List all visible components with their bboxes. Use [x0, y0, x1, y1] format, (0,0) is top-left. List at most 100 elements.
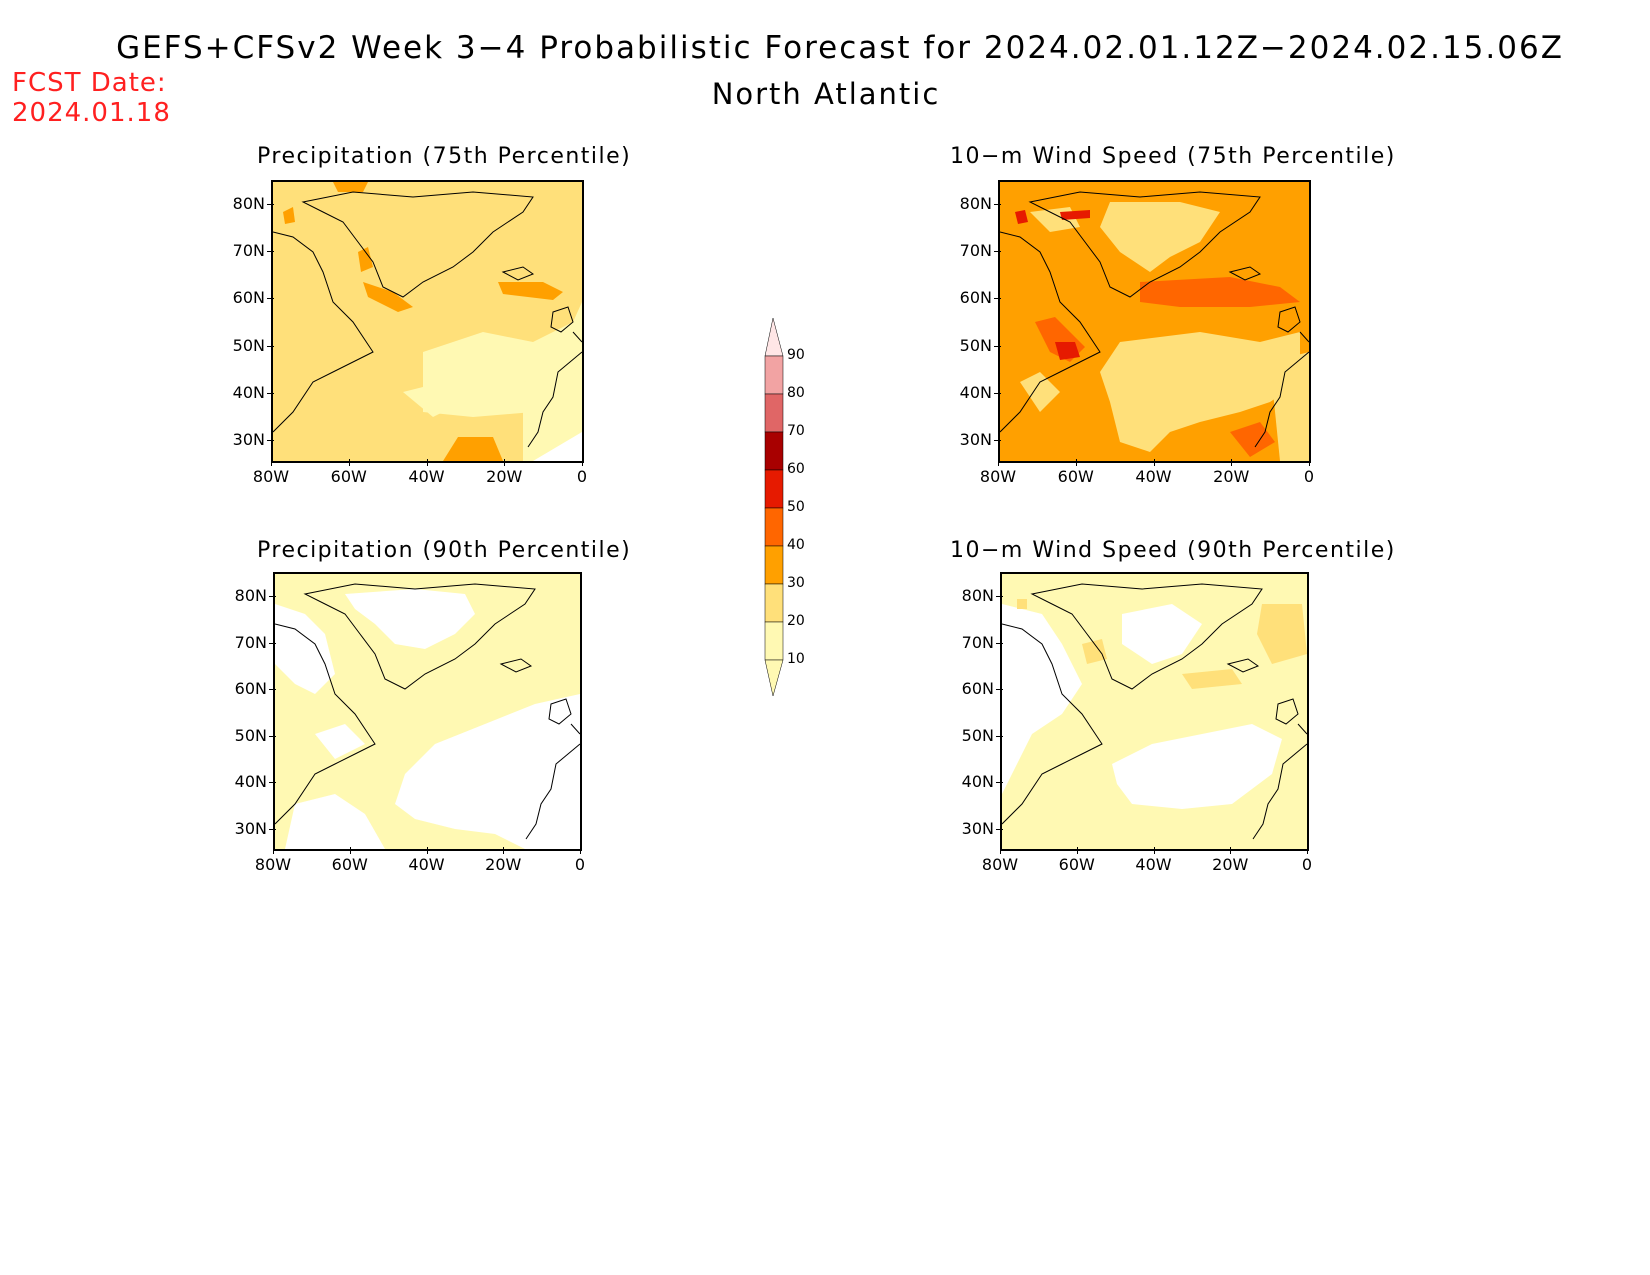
lon-tick-precip-75	[582, 459, 583, 466]
fcst-date-label: FCST Date:	[12, 68, 167, 98]
lat-tick-precip-90	[269, 642, 276, 644]
lat-tick-wind-90	[996, 735, 1003, 737]
colorbar-label: 40	[787, 537, 805, 553]
lon-tick-precip-75	[271, 459, 272, 466]
map-wind-75-svg	[1000, 182, 1309, 461]
colorbar-swatch	[764, 583, 784, 623]
lat-label-wind-90: 80N	[961, 586, 994, 605]
lat-label-precip-90: 70N	[234, 632, 267, 652]
colorbar-label: 80	[787, 385, 805, 401]
lon-label-precip-75: 40W	[408, 467, 445, 486]
lat-label-wind-90: 40N	[961, 772, 994, 791]
lon-tick-precip-75	[426, 459, 428, 466]
colorbar-swatch	[764, 545, 784, 585]
lat-label-precip-90: 50N	[234, 725, 267, 745]
lat-label-wind-75: 70N	[959, 241, 992, 261]
lat-tick-precip-90	[269, 782, 276, 783]
lon-tick-wind-90	[1307, 847, 1308, 854]
lon-tick-wind-75	[1153, 459, 1155, 466]
colorbar-label: 70	[787, 423, 805, 439]
panel-title-precip-75: Precipitation (75th Percentile)	[257, 144, 632, 169]
lat-tick-precip-75	[267, 439, 274, 441]
lon-label-wind-75: 40W	[1135, 467, 1172, 486]
lon-tick-wind-75	[1231, 459, 1233, 466]
lat-tick-wind-90	[996, 596, 1003, 597]
lon-label-wind-90: 60W	[1058, 855, 1095, 874]
lon-tick-wind-90	[1230, 847, 1232, 854]
lat-label-wind-75: 50N	[959, 335, 992, 355]
lon-tick-wind-75	[1075, 459, 1077, 466]
lon-tick-wind-75	[998, 459, 999, 466]
lat-label-precip-75: 70N	[232, 241, 265, 261]
map-wind-75	[998, 180, 1311, 463]
lat-tick-wind-75	[994, 345, 1001, 347]
lat-tick-precip-90	[269, 735, 276, 737]
lon-tick-precip-90	[349, 847, 351, 854]
lat-label-precip-75: 80N	[232, 194, 265, 213]
lat-label-precip-90: 60N	[234, 679, 267, 698]
lat-tick-precip-75	[267, 204, 274, 205]
lat-label-precip-75: 60N	[232, 288, 265, 308]
lat-label-wind-90: 70N	[961, 632, 994, 652]
lat-tick-wind-75	[994, 204, 1001, 205]
lon-label-precip-90: 80W	[254, 855, 292, 874]
panel-title-wind-90: 10−m Wind Speed (90th Percentile)	[950, 538, 1396, 563]
lat-tick-wind-90	[996, 642, 1003, 644]
lon-label-precip-75: 80W	[252, 467, 290, 486]
lat-tick-precip-75	[267, 392, 274, 394]
lon-label-wind-75: 60W	[1057, 467, 1094, 486]
lon-label-precip-90: 0	[574, 855, 586, 874]
lon-tick-wind-90	[1076, 847, 1078, 854]
lon-tick-wind-90	[1000, 847, 1001, 854]
colorbar-swatch	[764, 355, 784, 395]
lon-label-precip-75: 0	[576, 467, 588, 486]
region-subtitle: North Atlantic	[711, 77, 941, 111]
colorbar-label: 10	[787, 651, 805, 667]
lon-tick-precip-90	[580, 847, 581, 854]
lat-label-wind-90: 30N	[961, 818, 994, 838]
fcst-date-block: FCST Date: 2024.01.18	[12, 68, 171, 128]
lat-tick-precip-90	[269, 596, 276, 597]
lat-tick-precip-75	[267, 345, 274, 347]
lat-tick-precip-90	[269, 828, 276, 830]
lon-tick-precip-75	[504, 459, 506, 466]
colorbar-swatch	[764, 621, 784, 661]
map-wind-90-svg	[1002, 574, 1307, 849]
map-precip-75	[271, 180, 584, 463]
colorbar-swatch	[764, 431, 784, 471]
lat-label-precip-90: 80N	[234, 586, 267, 605]
lon-tick-wind-75	[1309, 459, 1310, 466]
lat-label-wind-75: 80N	[959, 194, 992, 213]
lat-label-wind-75: 40N	[959, 382, 992, 402]
lat-tick-wind-75	[994, 298, 1001, 300]
colorbar-svg	[764, 317, 784, 697]
colorbar-label: 60	[787, 461, 805, 477]
panel-title-wind-75: 10−m Wind Speed (75th Percentile)	[950, 144, 1396, 169]
colorbar-label: 20	[787, 613, 805, 629]
lon-label-precip-75: 20W	[486, 467, 523, 486]
lon-tick-precip-90	[503, 847, 505, 854]
map-precip-90-svg	[275, 574, 580, 849]
colorbar-label: 30	[787, 575, 805, 591]
lon-tick-precip-90	[426, 847, 428, 854]
lon-label-precip-90: 60W	[331, 855, 368, 874]
forecast-title: GEFS+CFSv2 Week 3−4 Probabilistic Foreca…	[116, 30, 1564, 66]
lat-tick-wind-90	[996, 828, 1003, 830]
lat-tick-wind-75	[994, 251, 1001, 253]
colorbar-label: 90	[787, 347, 805, 363]
lat-tick-precip-75	[267, 298, 274, 300]
lon-label-precip-90: 20W	[485, 855, 522, 874]
colorbar-swatch	[764, 507, 784, 547]
lat-label-wind-75: 60N	[959, 288, 992, 308]
lat-tick-wind-75	[994, 392, 1001, 394]
lat-tick-wind-75	[994, 439, 1001, 441]
colorbar-swatch	[764, 393, 784, 433]
lat-label-precip-90: 40N	[234, 772, 267, 791]
map-precip-90	[273, 572, 582, 851]
lat-tick-precip-90	[269, 689, 276, 690]
lat-tick-wind-90	[996, 689, 1003, 690]
lon-label-wind-90: 40W	[1135, 855, 1172, 874]
lat-label-precip-75: 40N	[232, 382, 265, 402]
lat-label-wind-75: 30N	[959, 429, 992, 449]
lon-label-precip-75: 60W	[330, 467, 367, 486]
